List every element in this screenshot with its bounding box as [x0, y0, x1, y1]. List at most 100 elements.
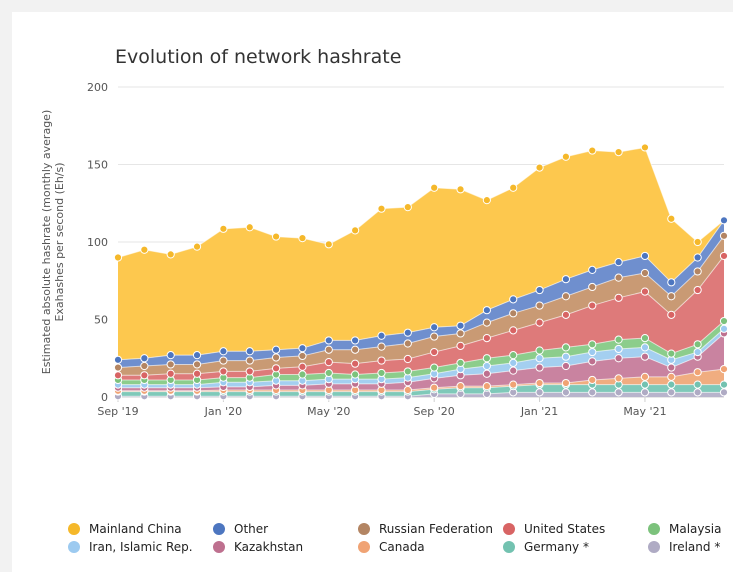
point-ireland — [535, 388, 544, 397]
point-mainland-china — [614, 148, 623, 157]
point-canada — [614, 374, 623, 383]
point-malaysia — [403, 367, 412, 376]
legend-item-ireland[interactable]: Ireland * — [648, 540, 733, 554]
point-russian-federation — [351, 345, 360, 354]
legend-label: Other — [234, 522, 269, 536]
point-other — [377, 331, 386, 340]
area-mainland-china — [118, 147, 724, 360]
point-other — [667, 278, 676, 287]
point-canada — [403, 385, 412, 395]
legend-dot-icon — [213, 523, 225, 535]
x-tick-label: Jan '21 — [520, 405, 558, 418]
legend-item-united-states[interactable]: United States — [503, 522, 648, 536]
point-canada — [640, 372, 650, 381]
point-other — [430, 323, 439, 332]
point-russian-federation — [192, 360, 202, 369]
x-tick-label: May '21 — [623, 405, 666, 418]
point-mainland-china — [271, 232, 281, 241]
point-malaysia — [719, 316, 729, 326]
point-united-states — [140, 371, 149, 380]
point-kazakhstan — [482, 369, 491, 378]
point-canada — [561, 378, 571, 388]
point-united-states — [693, 285, 702, 295]
point-mainland-china — [403, 203, 412, 212]
legend-label: Iran, Islamic Rep. — [89, 540, 193, 554]
point-russian-federation — [456, 329, 465, 338]
area-kazakhstan — [118, 333, 724, 391]
legend-dot-icon — [213, 541, 225, 553]
y-tick-label: 150 — [87, 159, 108, 172]
point-mainland-china — [561, 152, 571, 161]
point-kazakhstan — [509, 366, 518, 375]
point-canada — [509, 380, 518, 389]
x-tick-label: May '20 — [307, 405, 350, 418]
point-united-states — [403, 354, 412, 364]
point-malaysia — [482, 354, 491, 363]
line-united-states — [118, 255, 725, 376]
point-canada — [693, 368, 702, 377]
point-russian-federation — [561, 292, 571, 301]
point-malaysia — [588, 340, 597, 349]
point-malaysia — [561, 343, 571, 352]
area-canada — [118, 369, 724, 392]
point-mainland-china — [509, 183, 518, 192]
point-ireland — [614, 388, 623, 397]
legend-item-iran-islamic-rep[interactable]: Iran, Islamic Rep. — [68, 540, 213, 554]
chart-svg: 0 50 100 150 200 Sep '19 Jan '20 May '20 Sep '20… — [40, 81, 729, 418]
point-other — [561, 275, 571, 284]
point-mainland-china — [640, 143, 650, 152]
point-canada — [456, 382, 465, 391]
point-mainland-china — [113, 253, 123, 262]
point-iran-islamic-rep — [640, 343, 650, 352]
legend-dot-icon — [358, 523, 370, 535]
point-united-states — [719, 251, 729, 261]
legend-label: Canada — [379, 540, 425, 554]
point-malaysia — [535, 346, 544, 355]
point-russian-federation — [535, 301, 544, 310]
point-canada — [667, 372, 676, 381]
point-other — [719, 216, 729, 225]
point-malaysia — [456, 358, 465, 367]
area-malaysia — [118, 321, 724, 385]
point-other — [403, 328, 412, 337]
point-mainland-china — [667, 214, 676, 223]
legend-item-other[interactable]: Other — [213, 522, 358, 536]
legend-label: United States — [524, 522, 606, 536]
point-other — [509, 295, 518, 304]
point-mainland-china — [693, 237, 702, 247]
legend-item-canada[interactable]: Canada — [358, 540, 503, 554]
point-mainland-china — [166, 250, 175, 259]
point-iran-islamic-rep — [535, 354, 544, 363]
point-kazakhstan — [667, 363, 676, 372]
legend-item-mainland-china[interactable]: Mainland China — [68, 522, 213, 536]
legend-item-malaysia[interactable]: Malaysia — [648, 522, 733, 536]
point-germany — [667, 380, 676, 389]
point-mainland-china — [298, 234, 307, 243]
point-kazakhstan — [561, 361, 571, 371]
point-united-states — [430, 347, 439, 357]
point-iran-islamic-rep — [693, 347, 702, 357]
legend-label: Malaysia — [669, 522, 722, 536]
legend-dot-icon — [503, 541, 515, 553]
line-malaysia — [118, 320, 725, 381]
x-tick-label: Sep '20 — [414, 405, 455, 418]
line-canada — [118, 368, 725, 392]
legend-item-russian-federation[interactable]: Russian Federation — [358, 522, 503, 536]
point-russian-federation — [719, 231, 729, 240]
point-other — [482, 306, 491, 315]
legend-item-kazakhstan[interactable]: Kazakhstan — [213, 540, 358, 554]
point-canada — [430, 383, 439, 392]
line-germany — [118, 384, 724, 393]
point-malaysia — [640, 334, 650, 343]
y-axis-title: Estimated absolute hashrate (monthly ave… — [40, 110, 53, 375]
point-other — [271, 345, 281, 354]
point-malaysia — [509, 351, 518, 360]
legend-item-germany[interactable]: Germany * — [503, 540, 648, 554]
legend-dot-icon — [648, 523, 660, 535]
point-germany — [719, 380, 729, 389]
line-mainland-china — [117, 146, 725, 258]
line-russian-federation — [117, 235, 725, 369]
point-united-states — [667, 310, 676, 319]
point-russian-federation — [693, 267, 702, 276]
point-russian-federation — [640, 268, 650, 278]
